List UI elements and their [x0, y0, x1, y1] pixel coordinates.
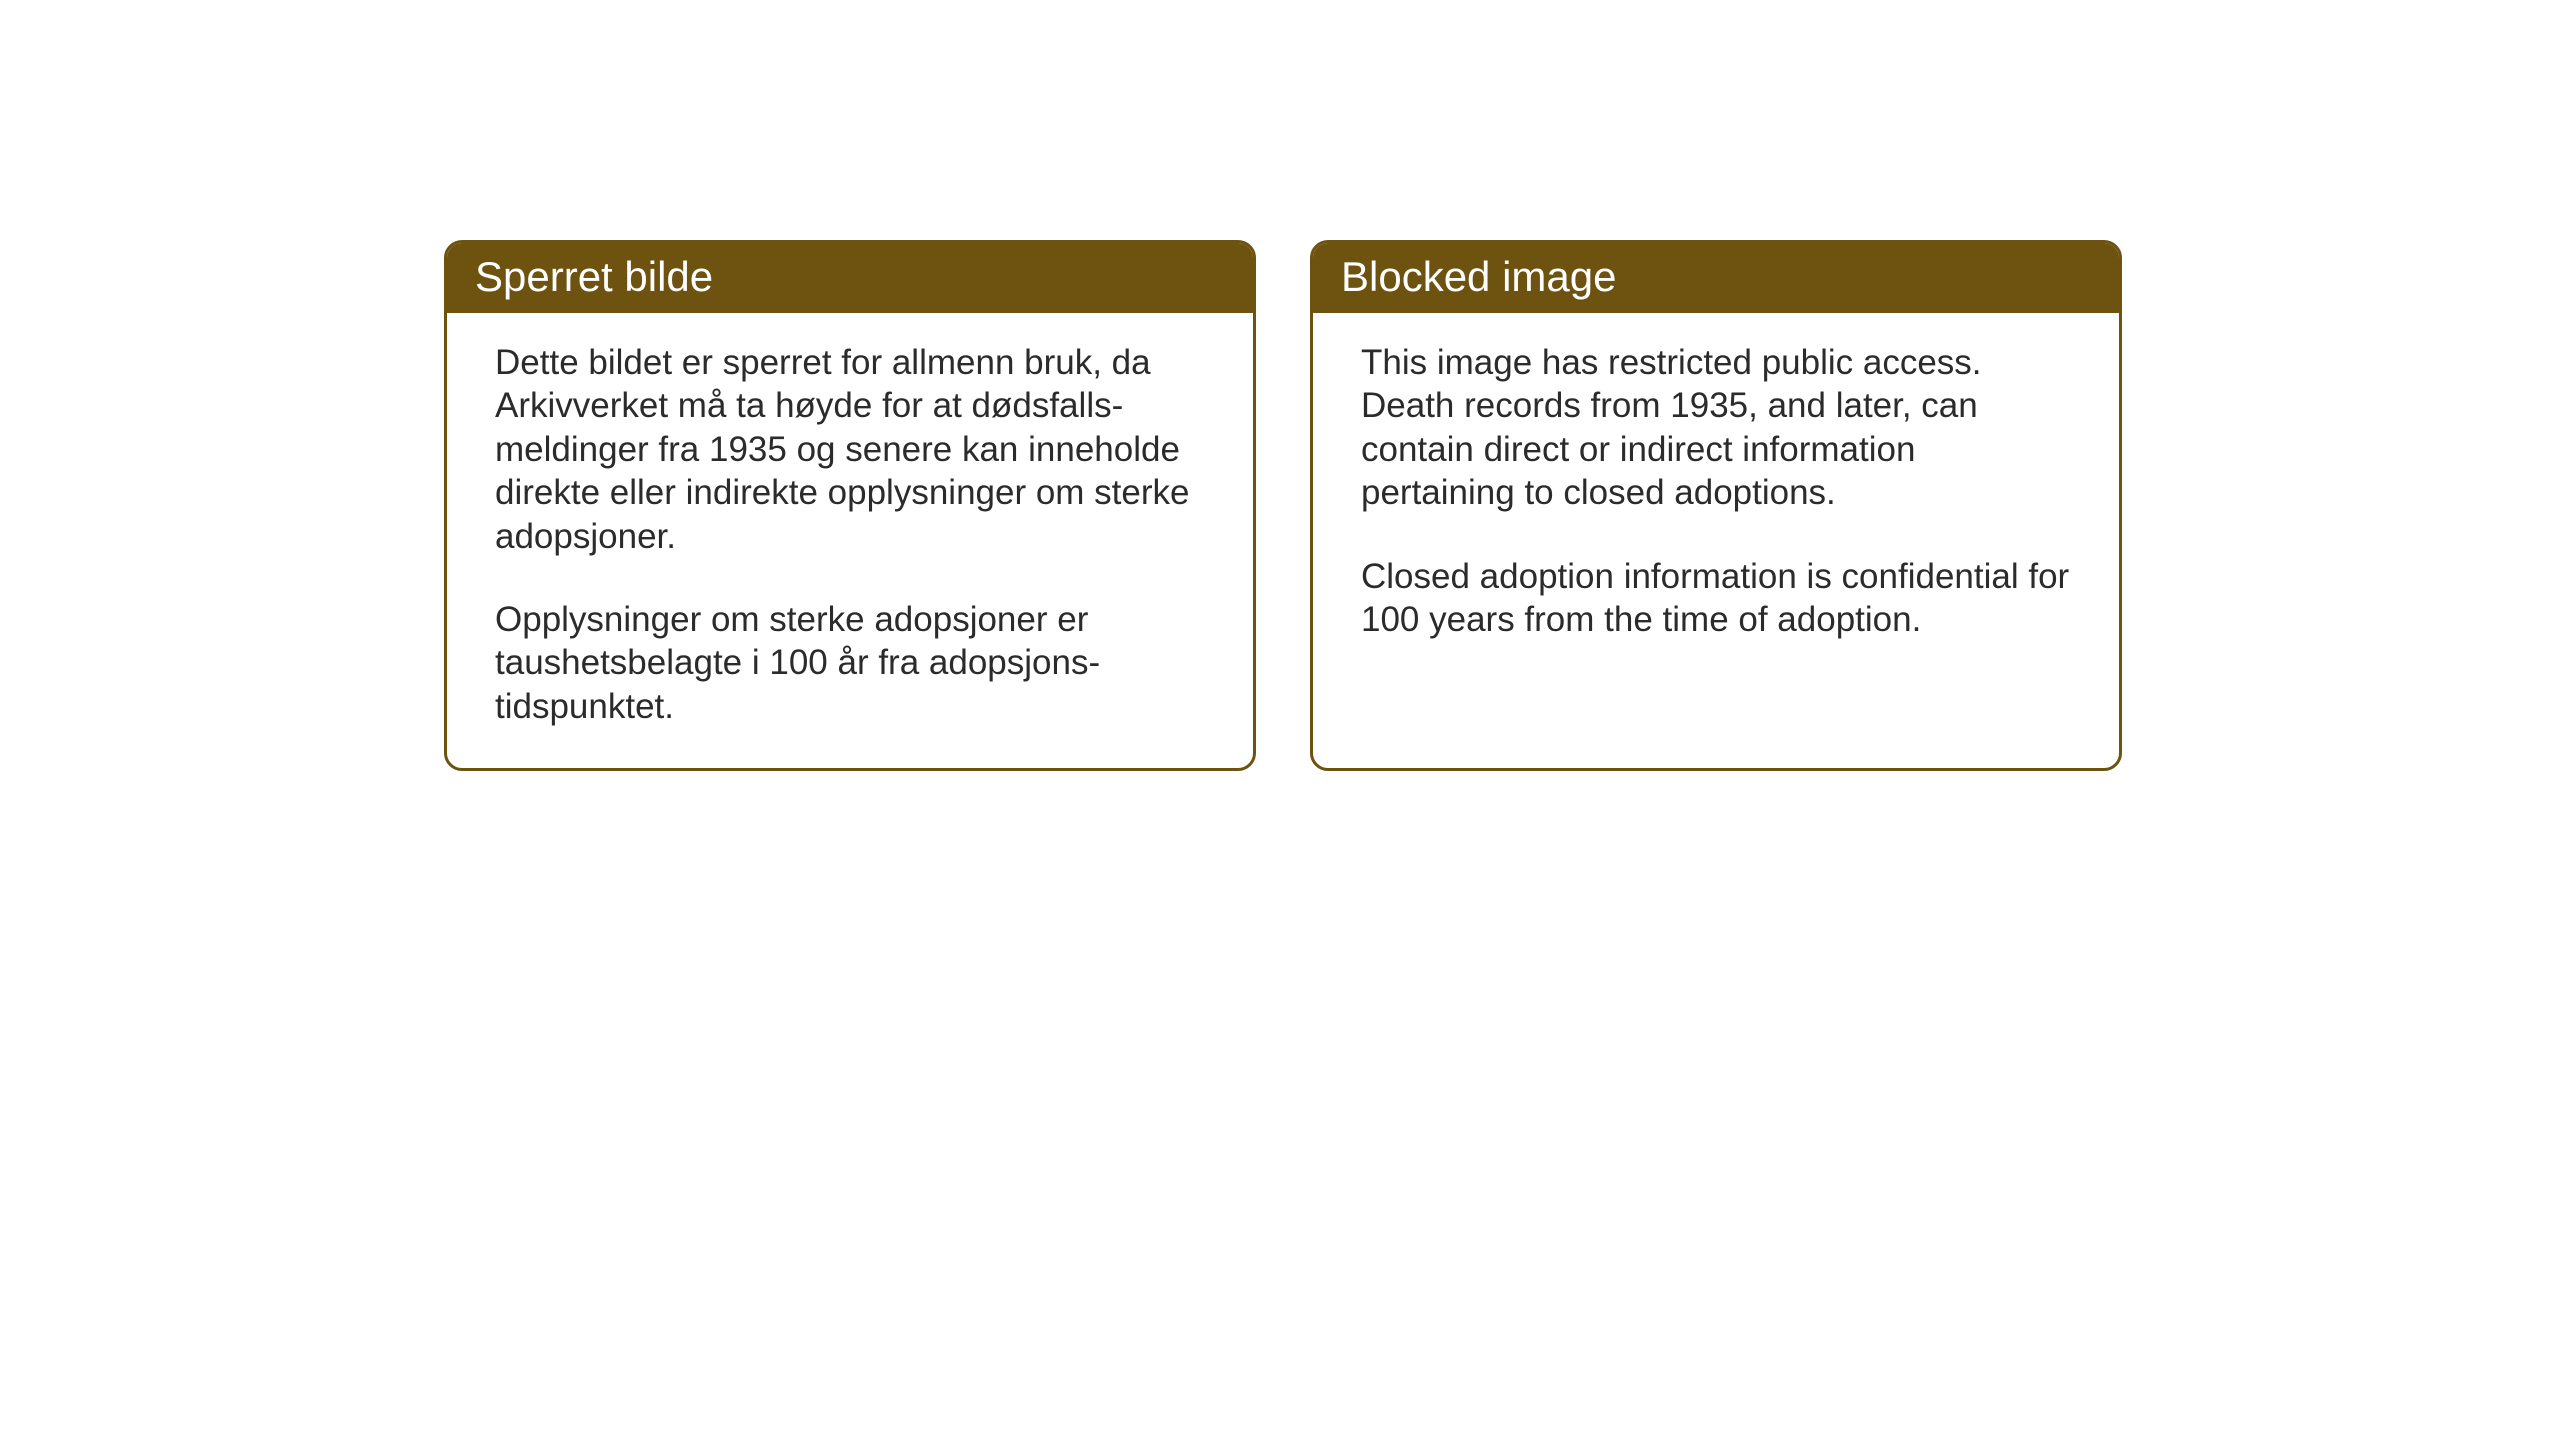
english-notice-card: Blocked image This image has restricted … — [1310, 240, 2122, 771]
norwegian-card-body: Dette bildet er sperret for allmenn bruk… — [447, 313, 1253, 768]
norwegian-paragraph-2: Opplysninger om sterke adopsjoner er tau… — [495, 598, 1205, 728]
english-card-body: This image has restricted public access.… — [1313, 313, 2119, 753]
english-card-title: Blocked image — [1313, 243, 2119, 313]
english-paragraph-2: Closed adoption information is confident… — [1361, 555, 2071, 642]
norwegian-paragraph-1: Dette bildet er sperret for allmenn bruk… — [495, 341, 1205, 558]
english-paragraph-1: This image has restricted public access.… — [1361, 341, 2071, 515]
norwegian-card-title: Sperret bilde — [447, 243, 1253, 313]
notice-container: Sperret bilde Dette bildet er sperret fo… — [444, 240, 2122, 771]
norwegian-notice-card: Sperret bilde Dette bildet er sperret fo… — [444, 240, 1256, 771]
